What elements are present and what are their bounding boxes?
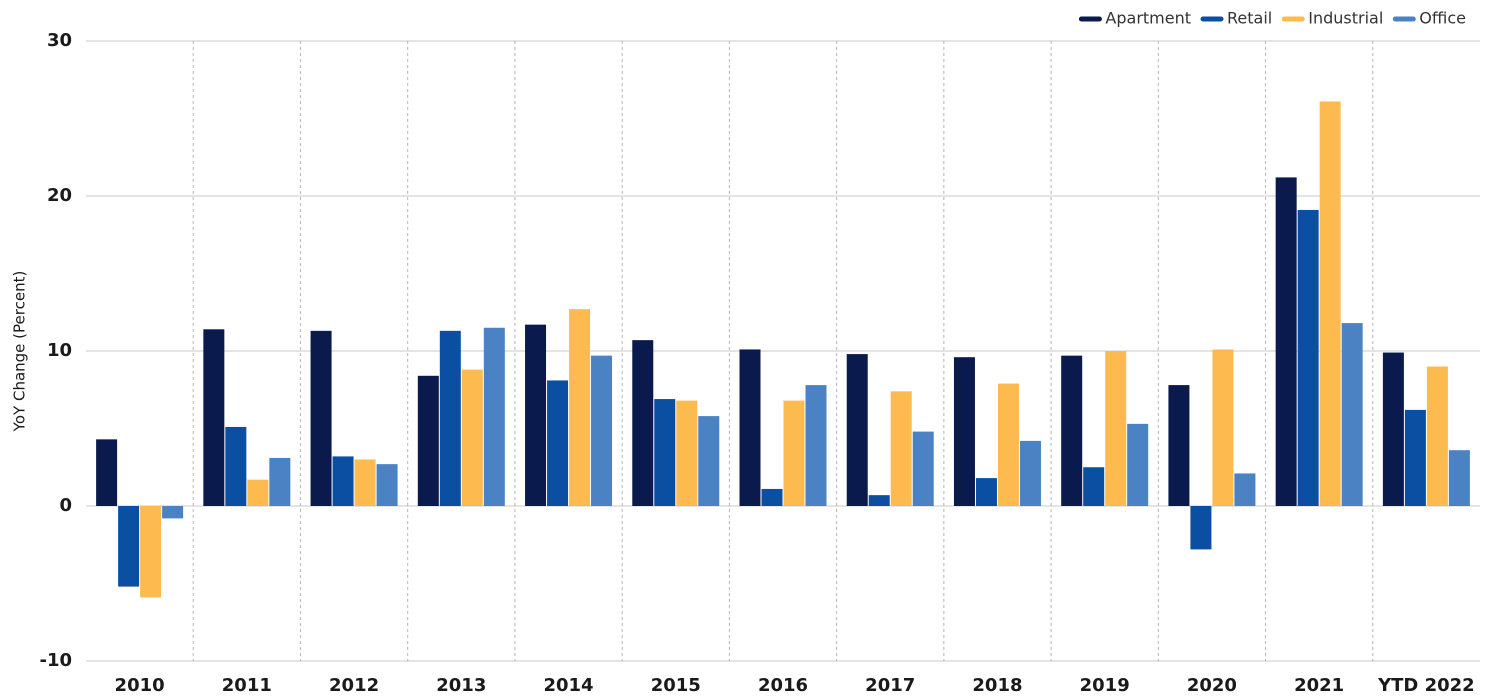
y-tick-label: 20 — [47, 185, 72, 206]
bar — [1234, 473, 1256, 506]
bar — [417, 375, 439, 506]
bar — [461, 369, 483, 506]
bar — [654, 399, 676, 506]
x-tick-label: 2011 — [222, 675, 272, 696]
y-tick-label: 0 — [59, 495, 72, 516]
bar — [676, 400, 698, 506]
bar — [547, 380, 569, 506]
bar — [783, 400, 805, 506]
bar — [1426, 366, 1448, 506]
bar — [247, 479, 269, 506]
y-tick-label: 10 — [47, 340, 72, 361]
x-tick-label: 2013 — [436, 675, 486, 696]
x-tick-label: 2014 — [543, 675, 593, 696]
bar — [1404, 409, 1426, 506]
bar — [354, 459, 376, 506]
bar — [1275, 177, 1297, 506]
bar — [761, 488, 783, 506]
bar — [805, 385, 827, 506]
bar — [1083, 467, 1105, 506]
bar — [953, 357, 975, 506]
bar — [483, 327, 505, 506]
bar — [118, 506, 140, 587]
bar — [739, 349, 761, 506]
bar — [1168, 385, 1190, 506]
bar — [698, 416, 720, 506]
x-tick-label: 2018 — [972, 675, 1022, 696]
bar — [1448, 450, 1470, 506]
bar — [203, 329, 225, 506]
bar — [225, 426, 247, 506]
bar — [140, 506, 162, 598]
bar — [846, 354, 868, 506]
bar — [890, 391, 912, 506]
bar — [269, 457, 291, 506]
bar — [1019, 440, 1041, 506]
x-tick-label: 2010 — [115, 675, 165, 696]
bar — [1061, 355, 1083, 506]
bar — [310, 330, 332, 506]
bar — [1341, 323, 1363, 506]
x-tick-label: 2012 — [329, 675, 379, 696]
bar — [569, 309, 591, 506]
bar — [332, 456, 354, 506]
y-axis-label: YoY Change (Percent) — [11, 271, 29, 433]
bar — [1212, 349, 1234, 506]
x-tick-label: 2016 — [758, 675, 808, 696]
x-tick-label: 2021 — [1294, 675, 1344, 696]
legend-label: Apartment — [1105, 9, 1191, 28]
bar — [912, 431, 934, 506]
bar — [1382, 352, 1404, 506]
bar — [591, 355, 613, 506]
legend-label: Industrial — [1308, 9, 1383, 28]
x-tick-label: 2017 — [865, 675, 915, 696]
bar — [1127, 423, 1149, 506]
bar — [376, 464, 398, 506]
bar — [1105, 351, 1127, 506]
bar — [1319, 101, 1341, 506]
bar — [1190, 506, 1212, 550]
bar — [162, 506, 184, 519]
bar — [868, 495, 890, 506]
bar — [632, 340, 654, 506]
x-tick-label: 2015 — [651, 675, 701, 696]
bar — [96, 439, 118, 506]
bar — [525, 324, 547, 506]
legend-label: Office — [1419, 9, 1466, 28]
y-tick-label: -10 — [39, 650, 72, 671]
bar — [1297, 209, 1319, 506]
legend-label: Retail — [1227, 9, 1272, 28]
y-tick-label: 30 — [47, 30, 72, 51]
bar — [975, 478, 997, 506]
x-tick-label: YTD 2022 — [1377, 675, 1475, 696]
bar — [997, 383, 1019, 506]
x-tick-label: 2019 — [1080, 675, 1130, 696]
x-tick-label: 2020 — [1187, 675, 1237, 696]
bar — [439, 330, 461, 506]
